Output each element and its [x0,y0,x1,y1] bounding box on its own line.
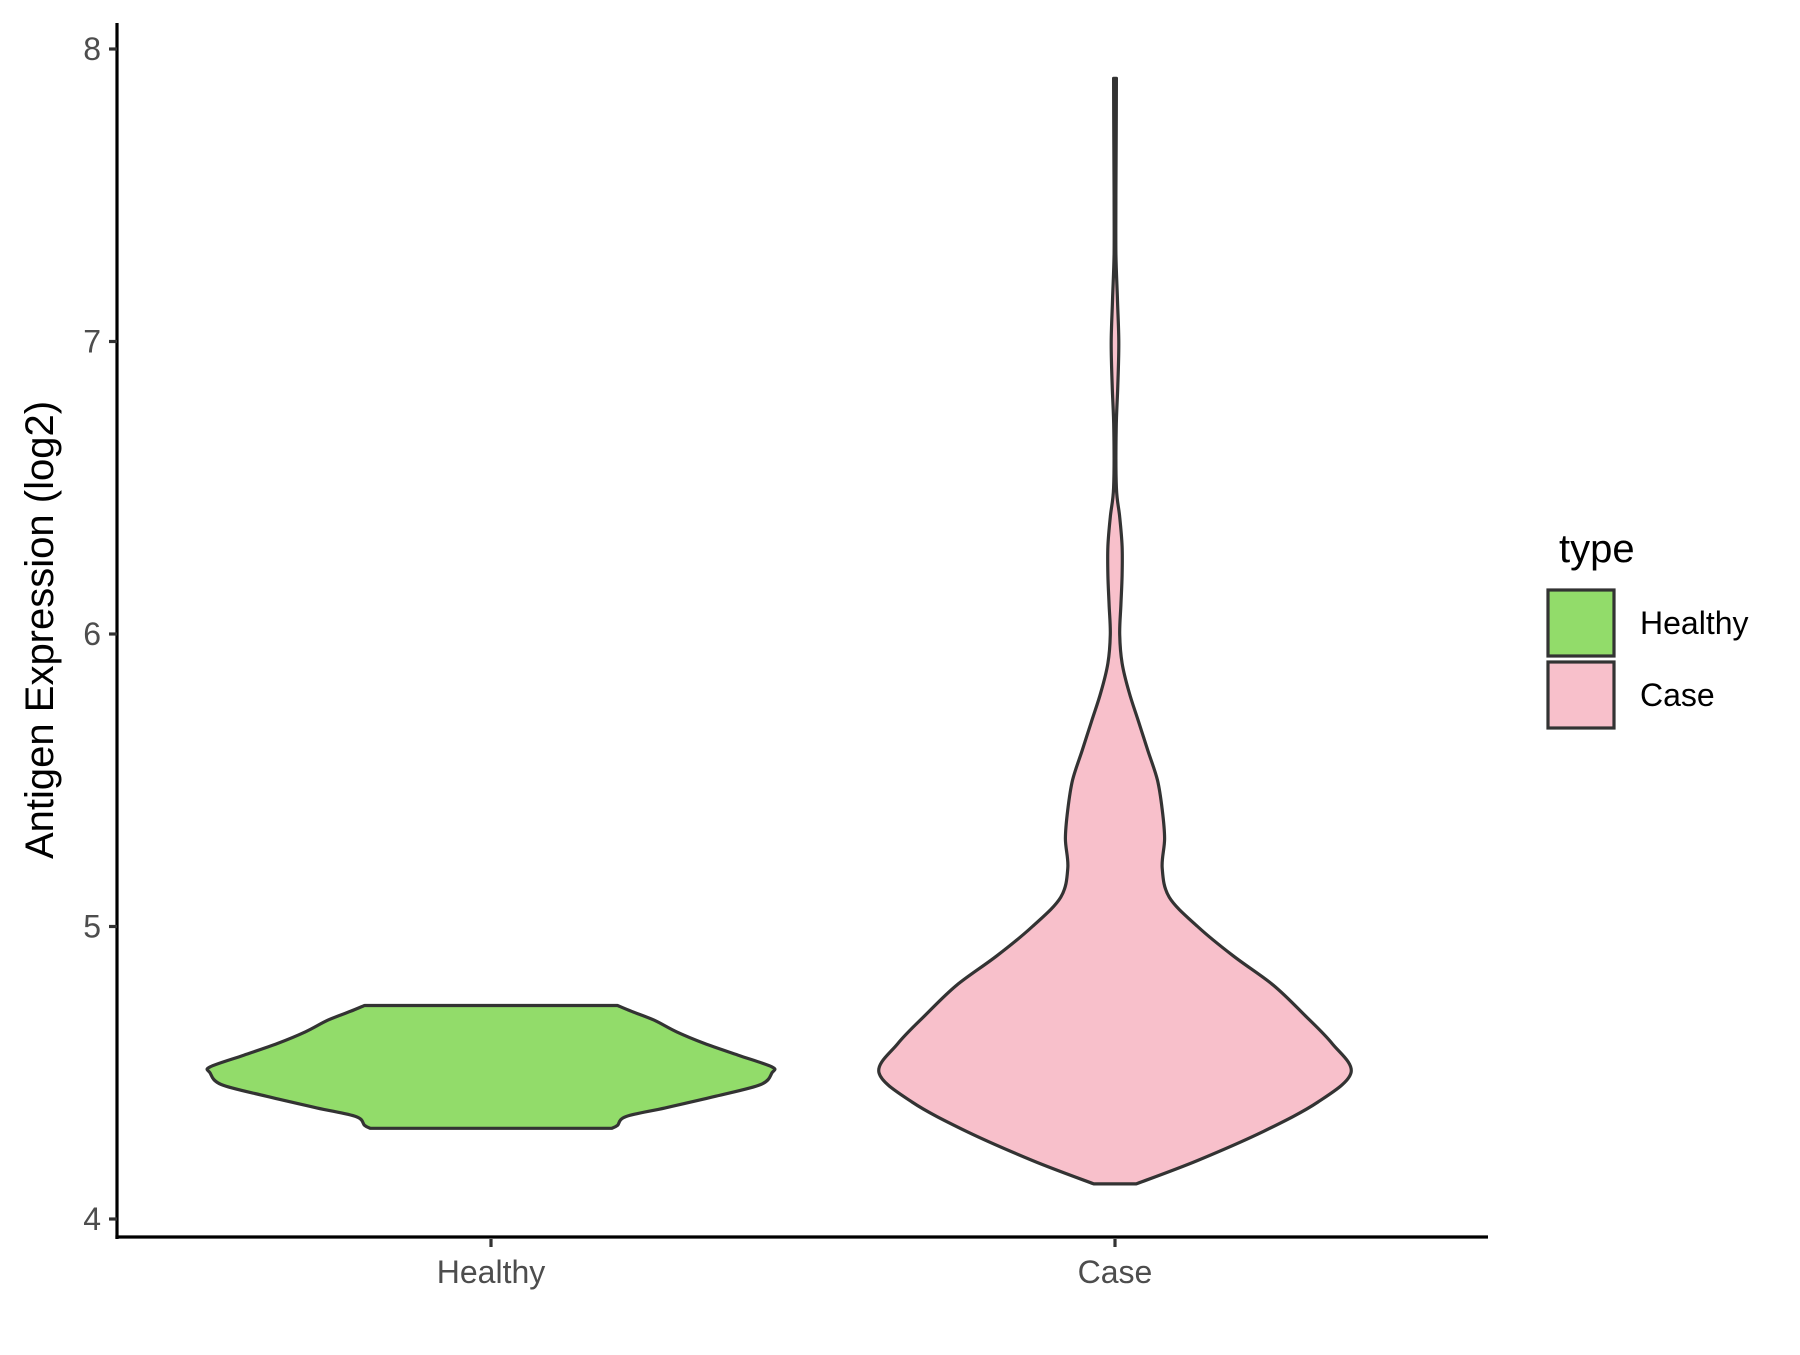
legend-swatch-case [1546,660,1616,730]
x-tick-label: Healthy [437,1254,546,1290]
y-tick-label: 6 [83,616,101,652]
violin-healthy [205,1003,777,1130]
x-axis-ticks: Healthy Case [437,1239,1153,1290]
legend: type Healthy Case [1546,527,1749,730]
y-tick-label: 5 [83,909,101,945]
y-tick-label: 4 [83,1201,101,1237]
violin-layer [205,76,1353,1186]
y-axis-ticks: 4 5 6 7 8 [83,31,117,1237]
legend-label-case: Case [1640,677,1715,713]
y-tick-label: 7 [83,324,101,360]
violin-case [877,76,1353,1186]
y-tick-label: 8 [83,31,101,67]
legend-swatch-healthy [1546,588,1616,658]
legend-items: Healthy Case [1546,588,1749,730]
y-axis-title: Antigen Expression (log2) [18,401,62,859]
legend-title: type [1559,527,1635,571]
x-tick-label: Case [1078,1254,1153,1290]
legend-label-healthy: Healthy [1640,605,1749,641]
